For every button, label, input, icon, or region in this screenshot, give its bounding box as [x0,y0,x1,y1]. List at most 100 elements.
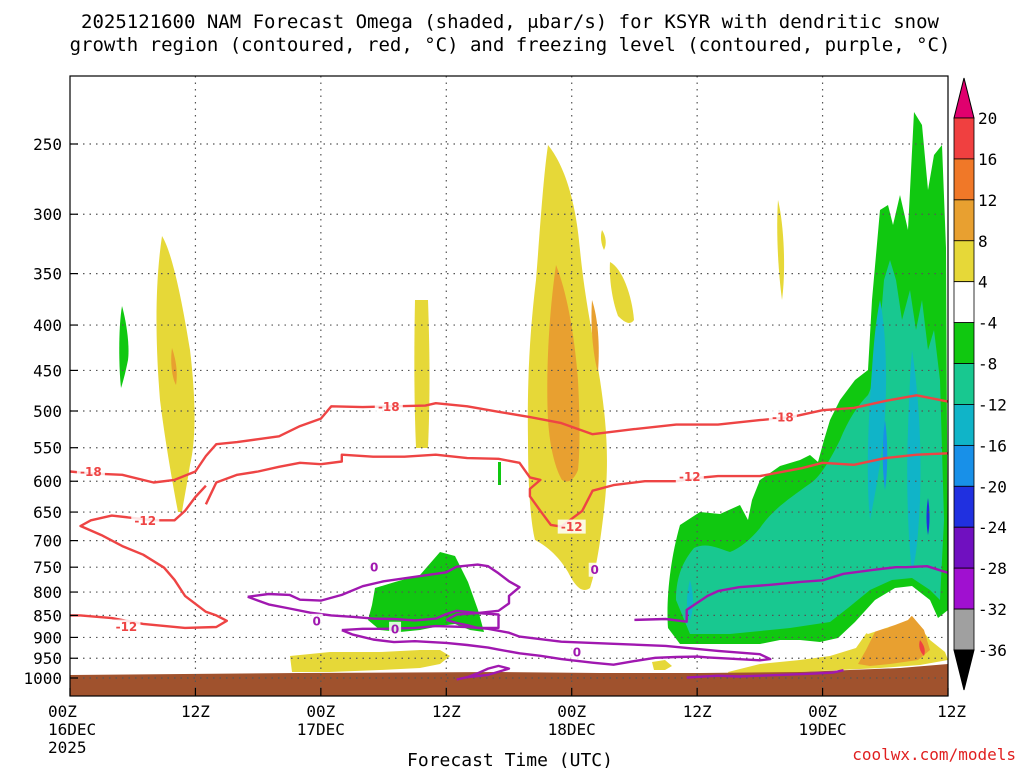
colorbar-bin [953,567,975,610]
y-tick-label: 750 [33,558,62,577]
x-tick-label: 18DEC [548,720,596,739]
x-tick-label: 17DEC [297,720,345,739]
isotherm-labels: -18 -18 -18 -12 -12 -12 -12 0 0 0 0 0 [76,399,797,660]
isotherm-0 [634,565,949,623]
isotherm-0 [456,664,511,681]
shade-yellow-fleck [600,230,606,250]
shade-red-surface-right [919,640,925,656]
colorbar-arrow-bottom [953,649,975,691]
colorbar-bin [953,485,975,528]
y-tick-label: 700 [33,532,62,551]
y-tick-label: 400 [33,316,62,335]
colorbar-label: 12 [978,191,997,210]
isotherm-label-bg [374,399,403,414]
isotherm-label-bg [570,645,583,660]
shade-orange-surface-right [858,616,930,666]
x-tick-label: 2025 [48,738,87,757]
y-tick-label: 250 [33,135,62,154]
colorbar-label: -32 [978,600,1007,619]
x-tick-label: 00Z [48,702,77,721]
colorbar-bin [953,240,975,283]
chart-title-line2: growth region (contoured, red, °C) and f… [70,34,951,56]
shade-yellow-plume-right [609,262,634,323]
shade-orange-core-side [591,300,599,372]
y-tick-label: 350 [33,265,62,284]
colorbar-label: -20 [978,477,1007,496]
colorbar-bin [953,404,975,446]
isotherm-label-bg [675,469,704,484]
colorbar-label: 20 [978,109,997,128]
isotherm-label-bg [368,560,381,575]
shade-yellow-surface-band [290,650,450,672]
y-tick-label: 650 [33,503,62,522]
colorbar-bin [953,608,975,651]
shade-yellow-fleck-2 [777,200,785,300]
x-tick-label: 12Z [181,702,210,721]
isotherm-label: -18 [378,400,400,414]
colorbar-label: -36 [978,641,1007,660]
colorbar-label: -16 [978,436,1007,455]
isotherm-label: -18 [772,411,794,425]
y-tick-label: 800 [33,583,62,602]
colorbar-bin [953,526,975,569]
isotherm-label-bg [310,613,323,628]
isotherm-label: 0 [312,614,320,628]
colorbar-label: 8 [978,232,988,251]
x-tick-label: 16DEC [48,720,96,739]
x-tick-label: 19DEC [798,720,846,739]
colorbar-bin [953,117,975,160]
shade-yellow-surface-small [652,660,672,670]
isotherm-0 [686,669,844,679]
y-tick-label: 850 [33,606,62,625]
colorbar-arrow-top [953,77,975,119]
x-tick-label: 00Z [808,702,837,721]
isotherm-label: -12 [561,520,583,534]
colorbar-label: -12 [978,395,1007,414]
y-tick-label: 900 [33,628,62,647]
shade-yellow-column-mid [414,300,430,448]
credit-text: coolwx.com/models [852,745,1016,764]
x-axis-label: Forecast Time (UTC) [407,750,613,768]
isotherm-label-bg [389,621,402,636]
colorbar-label: 4 [978,273,988,292]
isotherm-label: -12 [679,470,701,484]
y-tick-label: 950 [33,649,62,668]
isotherm-label-bg [76,464,105,479]
shade-cyan-right-2 [907,350,921,570]
y-tick-label: 500 [33,402,62,421]
isotherm-label: -12 [116,620,138,634]
isotherm-0 [247,563,521,622]
colorbar-label: -8 [978,355,997,374]
shade-green-small-early [119,306,129,388]
isotherm-label: -12 [134,514,156,528]
y-axis-ticks: 250 300 350 400 450 500 550 600 650 700 750 800 850 9… [23,135,78,688]
x-tick-label: 00Z [557,702,586,721]
colorbar-bin [953,444,975,487]
y-tick-label: 600 [33,472,62,491]
colorbar-bin [953,322,975,364]
y-tick-label: 300 [33,205,62,224]
chart-title-line1: 2025121600 NAM Forecast Omega (shaded, μ… [81,11,939,33]
x-tick-label: 12Z [432,702,461,721]
isotherm-label-bg [557,519,586,534]
shade-blue-right-1 [882,420,888,490]
isotherm-label: 0 [573,646,581,660]
colorbar-bin [953,158,975,201]
y-tick-label: 550 [33,439,62,458]
x-tick-label: 12Z [937,702,966,721]
shade-white-gap-right [860,596,915,634]
x-tick-label: 00Z [306,702,335,721]
isotherm-label: 0 [391,622,399,636]
shade-cyan-right-1 [867,300,887,520]
plot-frame [69,75,949,697]
y-tick-label: 1000 [23,669,62,688]
colorbar: 20 16 12 8 4 -4 -8 -12 -16 -20 -24 -28 -32 -36 [953,77,1007,691]
colorbar-bin [953,363,975,405]
isotherm-0 [341,624,772,666]
y-tick-label: 450 [33,361,62,380]
shade-orange-core-early [171,348,177,385]
isotherm-label-bg [768,410,797,425]
isotherm-label-bg [112,619,141,634]
